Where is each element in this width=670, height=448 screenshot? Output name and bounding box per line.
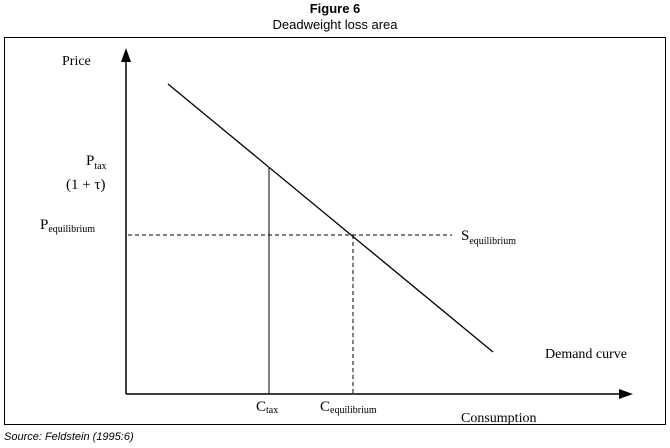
s-equilibrium-label: Sequilibrium [461, 228, 516, 247]
c-tax-label: Ctax [256, 399, 278, 416]
figure-source: Source: Feldstein (1995:6) [4, 431, 134, 443]
p-tax-label: Ptax [86, 153, 107, 172]
p-equilibrium-label: Pequilibrium [40, 217, 95, 235]
x-axis-arrowhead [619, 389, 633, 399]
figure-frame [4, 37, 666, 425]
demand-curve-line [167, 83, 494, 353]
demand-curve-label: Demand curve [545, 347, 627, 362]
tax-multiplier-label: (1 + τ) [66, 177, 105, 193]
figure-title: Figure 6 [309, 1, 361, 16]
y-axis-label: Price [62, 54, 91, 69]
x-axis-label: Consumption [461, 411, 536, 426]
c-equilibrium-label: Cequilibrium [320, 399, 377, 416]
y-axis-arrowhead [121, 48, 131, 62]
figure-subtitle: Deadweight loss area [272, 17, 398, 32]
